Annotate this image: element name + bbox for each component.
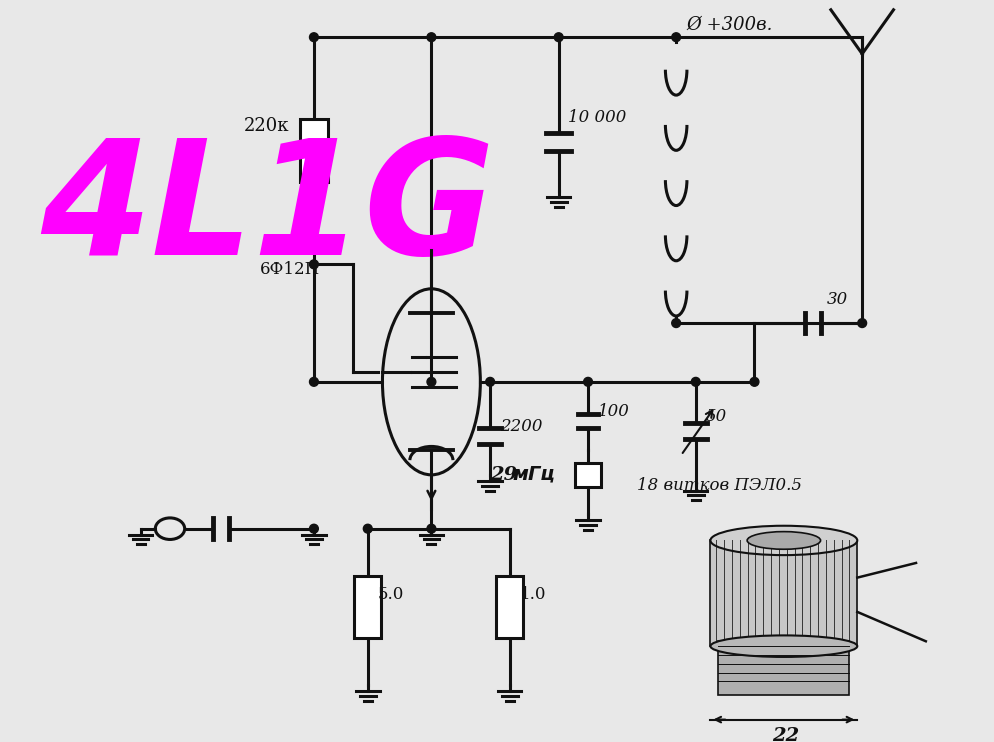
Text: 4L1G: 4L1G	[40, 133, 495, 288]
Circle shape	[309, 378, 318, 387]
Circle shape	[427, 525, 435, 533]
Text: 220к: 220к	[244, 117, 289, 135]
Circle shape	[309, 525, 318, 533]
Text: 6Ф12П: 6Ф12П	[260, 261, 320, 278]
Text: Ø +300в.: Ø +300в.	[686, 16, 772, 33]
Circle shape	[309, 33, 318, 42]
Circle shape	[427, 33, 435, 42]
Circle shape	[692, 378, 700, 387]
Bar	[354, 576, 382, 638]
Ellipse shape	[711, 635, 857, 657]
Circle shape	[555, 33, 563, 42]
Ellipse shape	[711, 526, 857, 555]
Text: 50: 50	[706, 408, 727, 425]
Bar	[719, 641, 850, 695]
Text: 1.0: 1.0	[520, 586, 546, 603]
Text: мГц: мГц	[513, 464, 556, 484]
Text: 100: 100	[597, 403, 630, 420]
Text: 10 000: 10 000	[569, 109, 627, 126]
Circle shape	[750, 378, 758, 387]
Circle shape	[427, 378, 435, 387]
Text: 30: 30	[827, 291, 848, 307]
Text: 29: 29	[490, 466, 524, 484]
Bar	[576, 463, 600, 487]
Circle shape	[309, 260, 318, 269]
Circle shape	[672, 33, 681, 42]
Circle shape	[858, 318, 867, 327]
Ellipse shape	[747, 531, 821, 549]
Bar	[300, 119, 328, 182]
Circle shape	[583, 378, 592, 387]
Circle shape	[486, 378, 495, 387]
Circle shape	[364, 525, 372, 533]
Bar	[496, 576, 524, 638]
Circle shape	[672, 318, 681, 327]
Text: 18 витков ПЭЛ0.5: 18 витков ПЭЛ0.5	[637, 476, 802, 493]
Text: 5.0: 5.0	[378, 586, 404, 603]
Bar	[711, 540, 857, 646]
Text: 2200: 2200	[500, 418, 543, 435]
Text: 22: 22	[772, 727, 799, 742]
